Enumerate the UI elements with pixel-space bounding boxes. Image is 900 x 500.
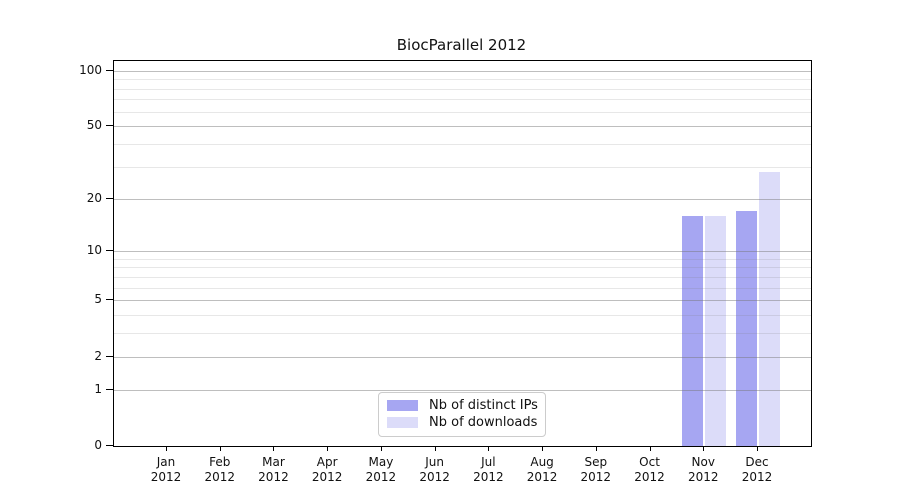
plot-area <box>113 60 812 447</box>
x-tick-mark <box>273 446 275 451</box>
x-tick-label: Jun 2012 <box>419 455 450 484</box>
x-tick-mark <box>649 446 651 451</box>
gridline-minor <box>114 166 811 168</box>
legend-entry: Nb of distinct IPs <box>379 397 545 414</box>
x-tick-label: Nov 2012 <box>687 455 719 484</box>
gridline-minor <box>114 88 811 90</box>
chart-title: BiocParallel 2012 <box>396 36 527 54</box>
x-tick-label: Dec 2012 <box>741 455 773 484</box>
x-tick-mark <box>703 446 705 451</box>
x-tick-mark <box>434 446 436 451</box>
bar-ips-dec-2012 <box>736 211 757 446</box>
y-tick-mark <box>106 355 113 357</box>
y-tick-label: 20 <box>86 190 102 205</box>
x-tick-label: May 2012 <box>365 455 397 484</box>
bar-downloads-nov-2012 <box>705 215 727 446</box>
legend-swatch-downloads <box>387 417 418 428</box>
x-tick-label: Mar 2012 <box>258 455 289 484</box>
x-tick-label: Jan 2012 <box>150 455 182 484</box>
x-tick-label: Jul 2012 <box>473 455 504 484</box>
y-tick-mark <box>106 299 113 301</box>
x-tick-mark <box>380 446 382 451</box>
x-tick-label: Feb 2012 <box>204 455 235 484</box>
y-tick-mark <box>106 69 113 71</box>
bar-downloads-dec-2012 <box>759 172 780 446</box>
y-tick-label: 0 <box>94 438 102 452</box>
x-tick-label: Aug 2012 <box>526 455 558 484</box>
x-tick-mark <box>757 446 758 451</box>
legend-label: Nb of downloads <box>429 415 538 430</box>
x-tick-mark <box>542 446 544 451</box>
gridline-major <box>114 70 811 72</box>
y-tick-mark <box>106 250 113 252</box>
y-tick-label: 5 <box>94 292 102 307</box>
x-tick-mark <box>595 446 597 451</box>
x-tick-mark <box>166 446 167 451</box>
x-tick-mark <box>327 446 329 451</box>
legend-label: Nb of distinct IPs <box>429 398 538 413</box>
legend: Nb of distinct IPs Nb of downloads <box>378 392 546 437</box>
y-tick-label: 50 <box>86 118 102 133</box>
x-tick-label: Apr 2012 <box>311 455 343 484</box>
y-tick-mark <box>106 388 113 390</box>
y-tick-label: 10 <box>86 243 102 258</box>
gridline-major <box>114 126 811 128</box>
legend-swatch-ips <box>387 400 418 411</box>
gridline-minor <box>114 99 811 101</box>
bar-ips-nov-2012 <box>682 215 704 446</box>
gridline-minor <box>114 79 811 81</box>
y-tick-label: 100 <box>79 62 102 77</box>
y-tick-mark <box>106 197 113 199</box>
legend-entry: Nb of downloads <box>379 414 545 431</box>
y-tick-label: 2 <box>94 348 102 363</box>
x-tick-label: Sep 2012 <box>580 455 612 484</box>
y-tick-mark <box>106 445 113 446</box>
x-tick-mark <box>488 446 490 451</box>
gridline-minor <box>114 111 811 113</box>
gridline-major <box>114 198 811 200</box>
y-tick-label: 1 <box>94 381 102 396</box>
x-tick-label: Oct 2012 <box>634 455 665 484</box>
y-tick-mark <box>106 125 113 127</box>
gridline-minor <box>114 144 811 146</box>
x-tick-mark <box>219 446 221 451</box>
